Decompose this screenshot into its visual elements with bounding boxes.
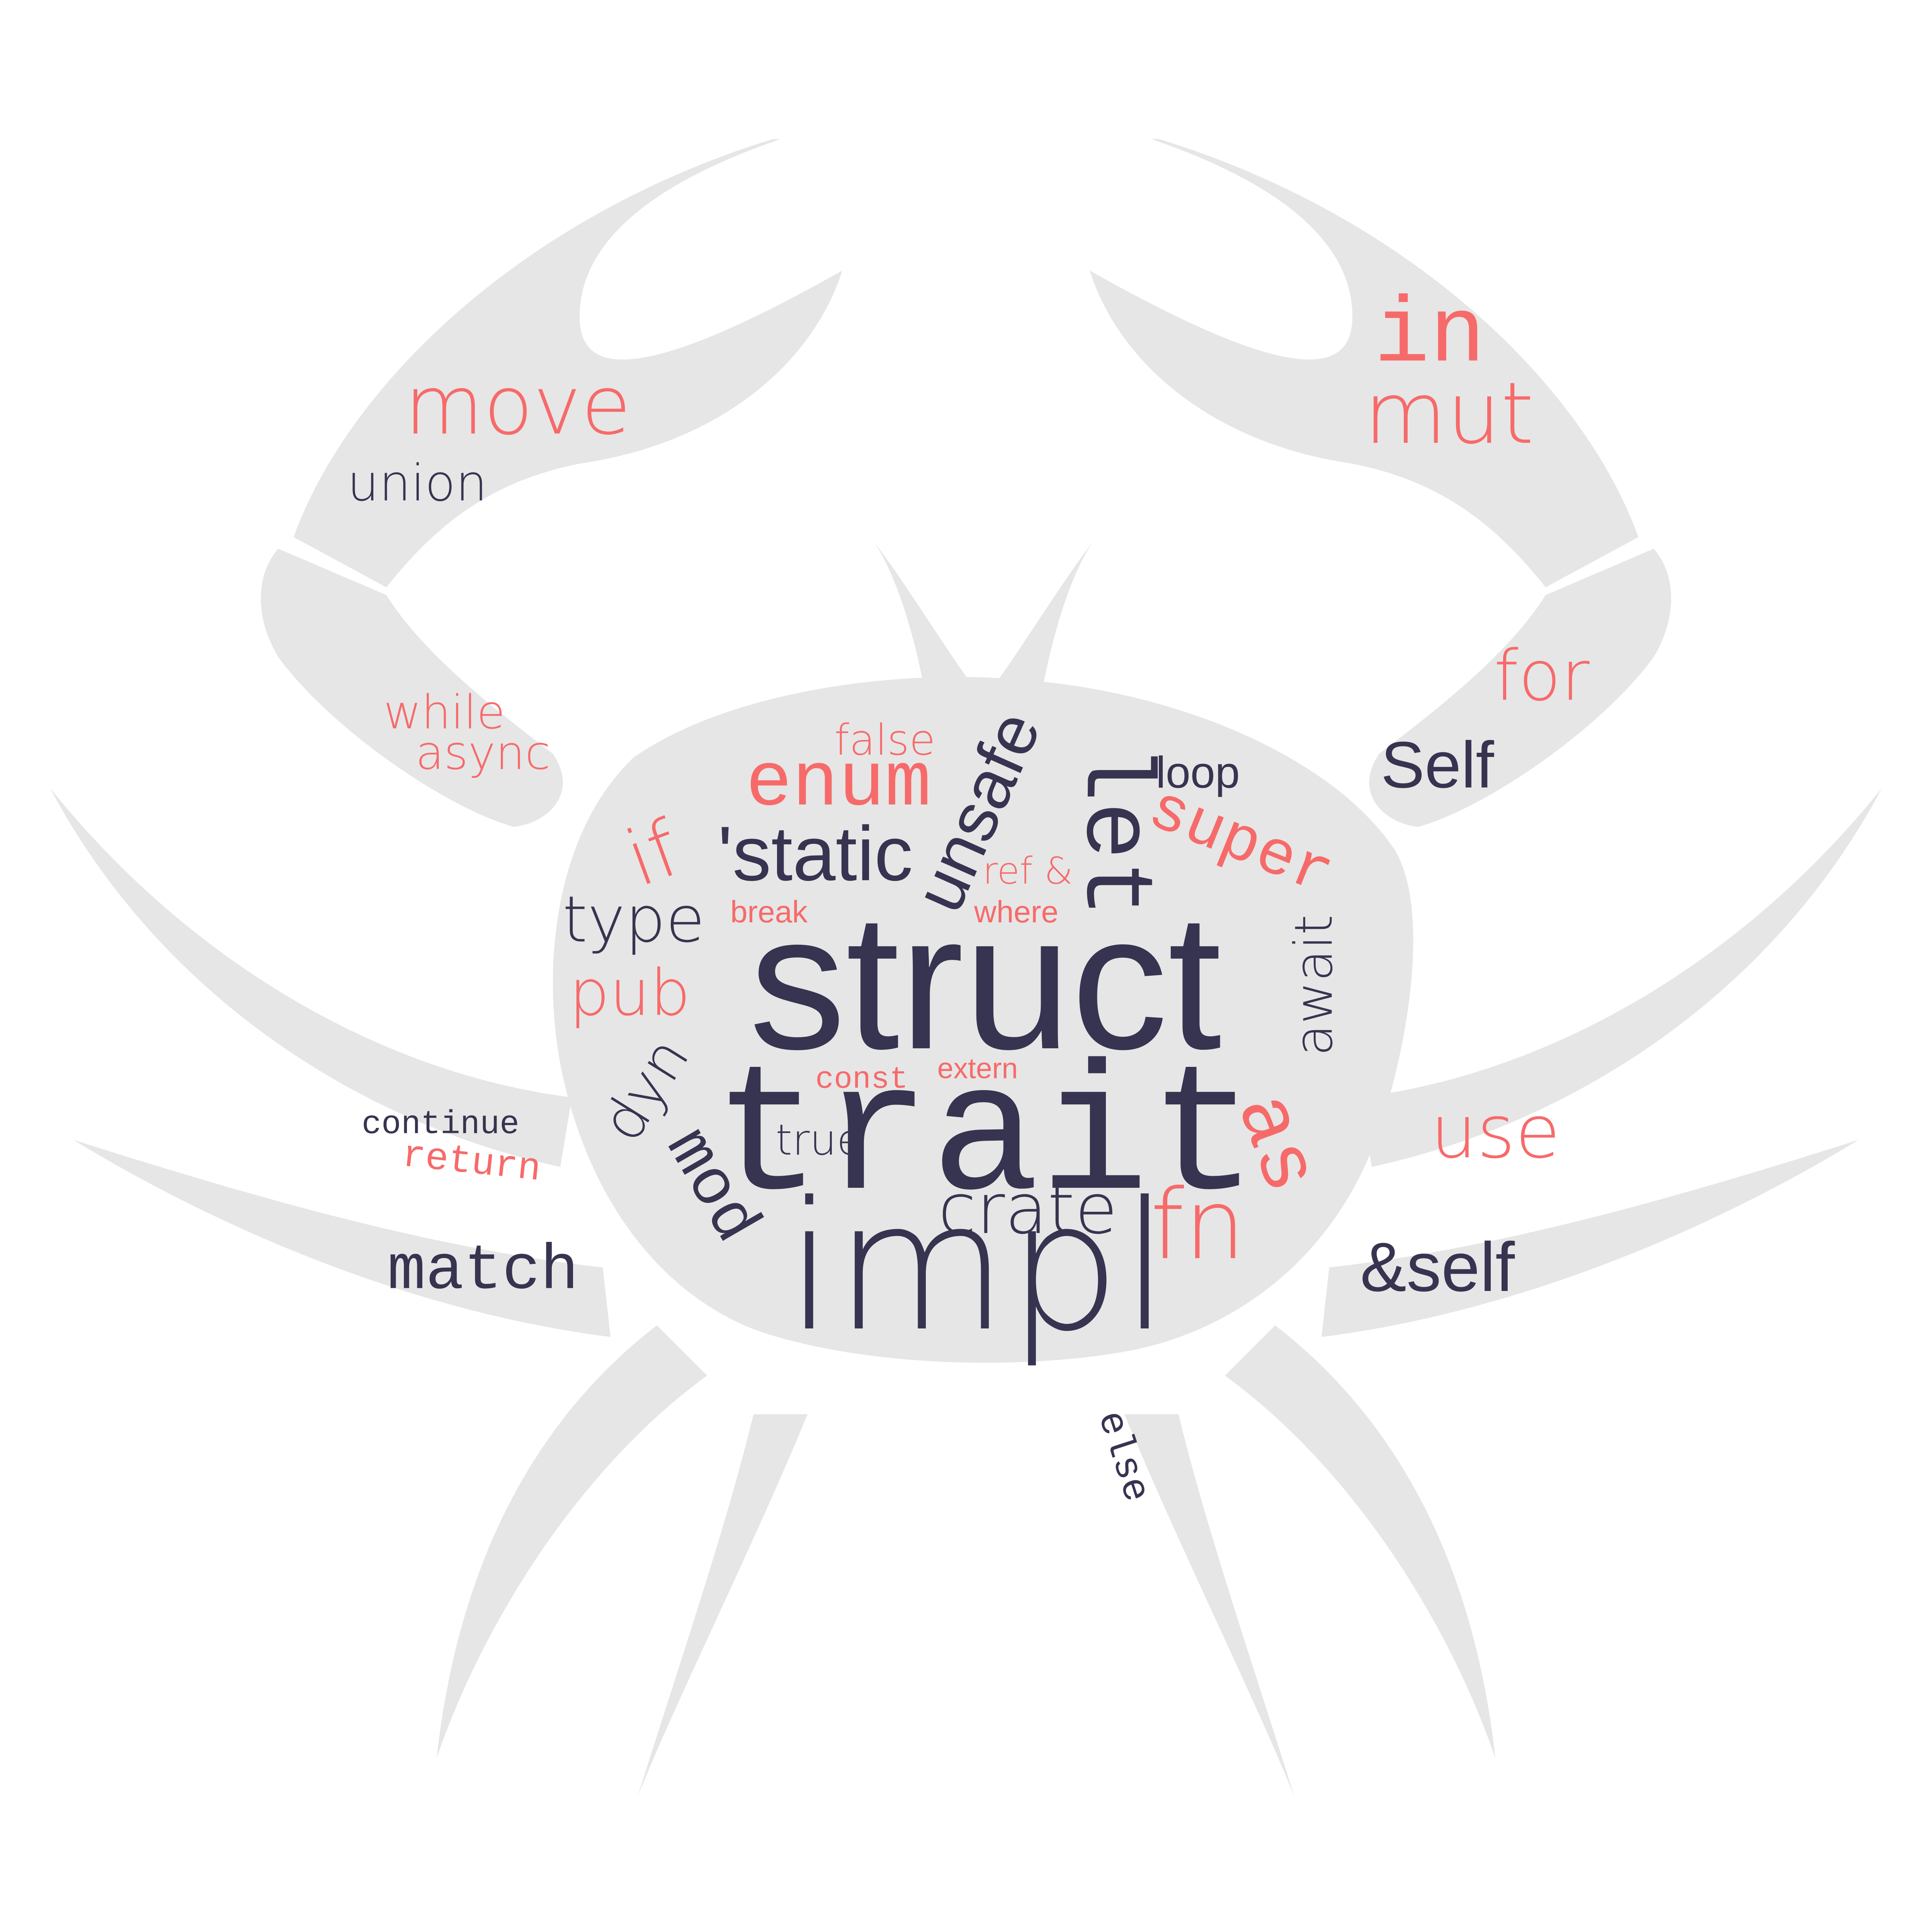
left-leg-2 bbox=[73, 1140, 611, 1337]
word-crate: crate bbox=[938, 1169, 1118, 1250]
right-leg-4 bbox=[1124, 1414, 1294, 1797]
word-mut: mut bbox=[1364, 364, 1534, 463]
right-claw-upper bbox=[1090, 139, 1638, 587]
word-for: for bbox=[1494, 636, 1590, 716]
right-leg-3 bbox=[1225, 1325, 1495, 1758]
left-eye-stalk bbox=[873, 541, 989, 707]
word-type: type bbox=[562, 882, 705, 957]
right-eye-stalk bbox=[978, 541, 1094, 707]
word-use: use bbox=[1430, 1089, 1561, 1175]
word-fn: fn bbox=[1150, 1168, 1246, 1281]
right-leg-2 bbox=[1321, 1140, 1859, 1337]
word-match: match bbox=[387, 1235, 579, 1308]
left-leg-1 bbox=[50, 788, 572, 1167]
word-pub: pub bbox=[569, 956, 691, 1030]
word-await: await bbox=[1283, 914, 1344, 1056]
word-extern: extern bbox=[937, 1052, 1018, 1085]
word-const: const bbox=[815, 1062, 908, 1097]
word-while: while bbox=[383, 686, 505, 740]
word-union: union bbox=[347, 454, 488, 512]
word-async: async bbox=[415, 726, 551, 780]
word-loop: loop bbox=[1156, 748, 1240, 798]
word-struct: struct bbox=[749, 873, 1222, 1089]
word-move: move bbox=[404, 358, 631, 453]
word-true: true bbox=[776, 1115, 863, 1165]
word-continue: continue bbox=[361, 1105, 520, 1143]
word-break: break bbox=[730, 895, 808, 929]
word-in: in bbox=[1374, 284, 1486, 389]
word-ref: ref & bbox=[983, 850, 1073, 893]
word-where: where bbox=[974, 895, 1058, 929]
left-leg-3 bbox=[437, 1325, 707, 1758]
left-claw-upper bbox=[294, 139, 842, 587]
word-impl: impl bbox=[785, 1164, 1170, 1371]
word-static: 'static bbox=[718, 811, 913, 897]
left-leg-4 bbox=[638, 1414, 808, 1797]
word-self-ref: &self bbox=[1360, 1228, 1515, 1306]
word-trait: trait bbox=[713, 1037, 1258, 1243]
left-claw-lower bbox=[261, 549, 563, 827]
right-leg-1 bbox=[1360, 788, 1882, 1167]
word-enum: enum bbox=[745, 740, 932, 828]
right-claw-lower bbox=[1369, 549, 1671, 827]
word-false: false bbox=[834, 715, 935, 765]
crab-body bbox=[553, 677, 1413, 1363]
word-self-type: Self bbox=[1381, 728, 1494, 802]
